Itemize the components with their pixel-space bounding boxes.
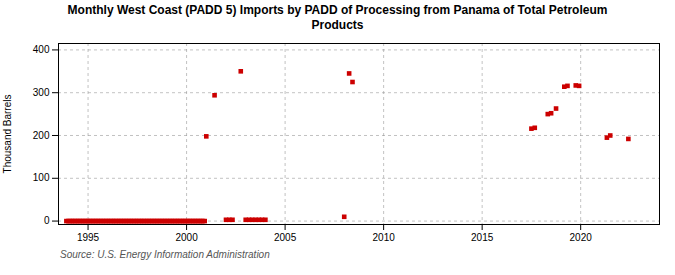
svg-text:1995: 1995 bbox=[77, 232, 100, 243]
html-text:Monthly West Coast (PADD 5) Im: Monthly West Coast (PADD 5) Imports by P… bbox=[67, 3, 608, 32]
svg-text:Thousand Barrels: Thousand Barrels bbox=[2, 95, 13, 174]
svg-text:2020: 2020 bbox=[570, 232, 593, 243]
svg-text:200: 200 bbox=[33, 130, 50, 141]
svg-text:2005: 2005 bbox=[274, 232, 297, 243]
html-text:Source: U.S. Energy Informatio: Source: U.S. Energy Information Administ… bbox=[60, 249, 270, 260]
svg-text:2000: 2000 bbox=[175, 232, 198, 243]
svg-text:2010: 2010 bbox=[373, 232, 396, 243]
svg-text:0: 0 bbox=[44, 215, 50, 226]
svg-text:300: 300 bbox=[33, 87, 50, 98]
svg-text:400: 400 bbox=[33, 44, 50, 55]
svg-text:2015: 2015 bbox=[471, 232, 494, 243]
svg-text:100: 100 bbox=[33, 172, 50, 183]
